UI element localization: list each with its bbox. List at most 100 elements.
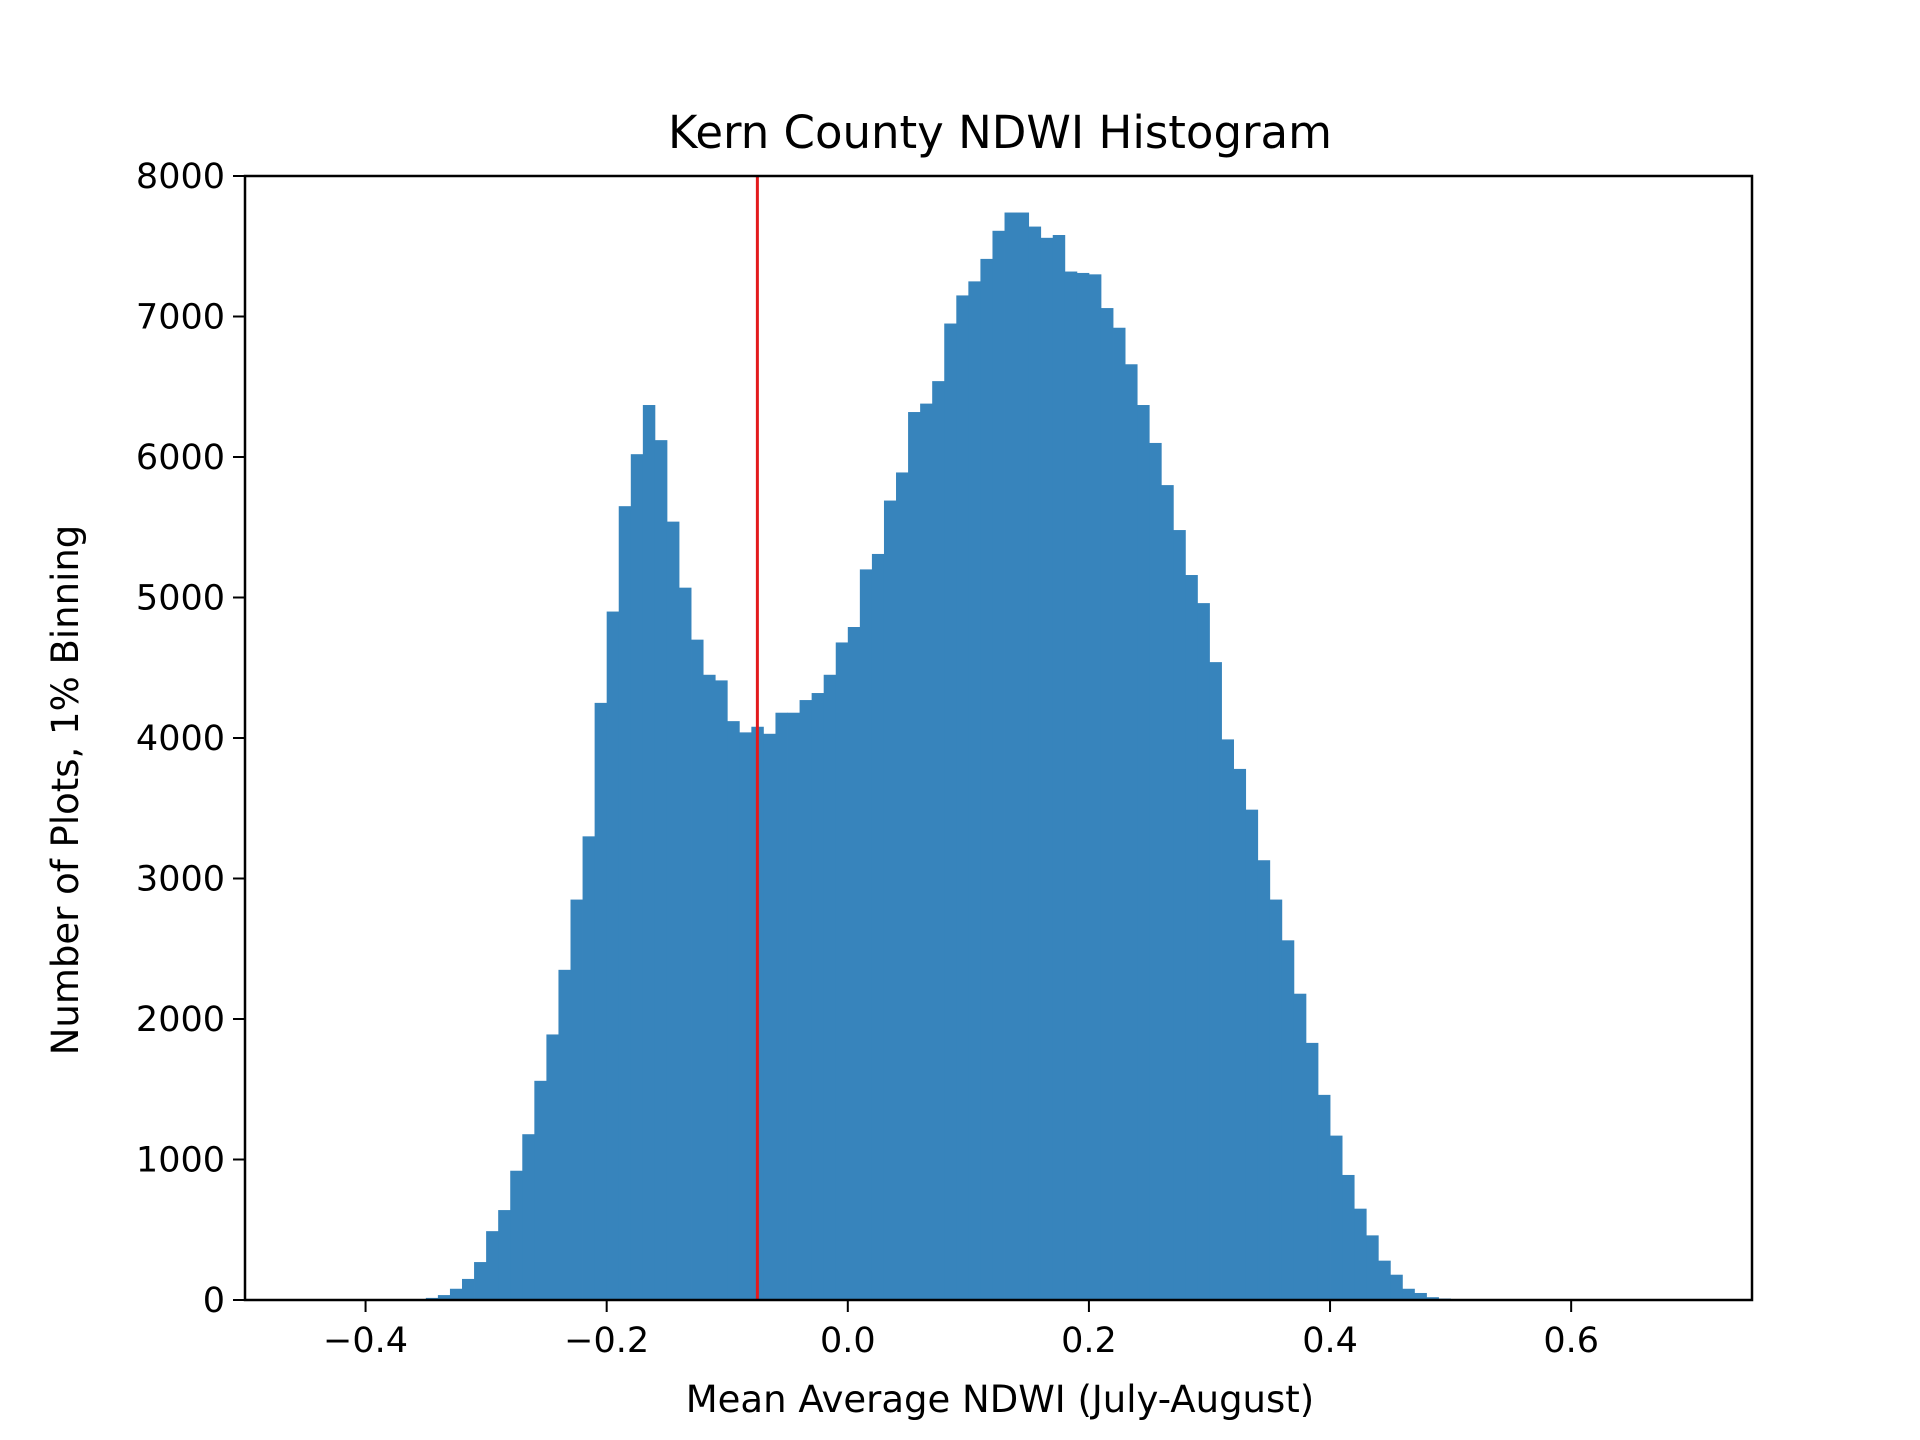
histogram-bar — [1281, 940, 1295, 1300]
histogram-bar — [859, 569, 873, 1300]
y-axis: 0 1000 2000 3000 4000 5000 6000 7000 8000 — [136, 157, 245, 1321]
y-axis-label: Number of Plots, 1% Binning — [44, 525, 87, 1056]
histogram-bar — [1317, 1094, 1331, 1300]
histogram-bar — [703, 674, 716, 1300]
histogram-bar — [1113, 327, 1126, 1300]
histogram-bar — [654, 440, 668, 1300]
y-tick-label: 7000 — [136, 298, 225, 338]
histogram-bar — [594, 702, 608, 1300]
histogram-bar — [992, 230, 1005, 1300]
histogram-bar — [871, 553, 885, 1300]
histogram-bar — [498, 1210, 511, 1300]
histogram-bar — [920, 403, 933, 1300]
y-tick-label: 8000 — [136, 157, 225, 197]
histogram-bar — [932, 381, 945, 1300]
histogram-bar — [1378, 1260, 1391, 1300]
histogram-bar — [799, 700, 813, 1300]
histogram-bar — [1052, 235, 1066, 1300]
histogram-bar — [1245, 809, 1259, 1300]
histogram-bar — [1305, 1042, 1319, 1300]
histogram-bar — [1426, 1297, 1439, 1300]
histogram-bar — [1233, 768, 1247, 1300]
y-tick-label: 5000 — [136, 579, 225, 619]
histogram-bar — [835, 642, 849, 1300]
histogram-bar — [1342, 1174, 1355, 1300]
histogram-bar — [1149, 442, 1162, 1300]
histogram-bar — [823, 674, 837, 1300]
histogram-bar — [1257, 860, 1271, 1300]
histogram-bar — [1088, 274, 1102, 1301]
histogram-bar — [944, 323, 957, 1300]
x-axis-label: Mean Average NDWI (July-August) — [686, 1378, 1314, 1421]
histogram-bar — [582, 836, 596, 1300]
histogram-bar — [883, 500, 897, 1300]
histogram-bar — [1100, 308, 1114, 1300]
histogram-bar — [534, 1080, 547, 1300]
histogram-bar — [1293, 993, 1307, 1300]
histogram-bar — [968, 281, 981, 1300]
histogram-bar — [739, 732, 752, 1300]
histogram-bar — [510, 1170, 523, 1300]
histogram-bar — [896, 472, 909, 1301]
y-tick-label: 3000 — [136, 860, 225, 900]
histogram-bar — [1161, 485, 1174, 1301]
histogram-bar — [1028, 226, 1042, 1301]
histogram-bar — [763, 733, 776, 1300]
histogram-bar — [449, 1288, 463, 1300]
histogram-bar — [666, 521, 680, 1300]
histogram-bar — [1064, 271, 1078, 1300]
histogram-bar — [1185, 575, 1198, 1300]
histogram-bar — [618, 506, 632, 1300]
histogram-bar — [1366, 1235, 1379, 1300]
histogram-bar — [691, 639, 704, 1300]
y-tick-label: 6000 — [136, 438, 225, 478]
histogram-bar — [956, 295, 969, 1300]
x-tick-label: −0.2 — [564, 1321, 649, 1361]
histogram-bar — [606, 611, 620, 1300]
histogram-bar — [1040, 237, 1054, 1300]
histogram-bar — [546, 1034, 559, 1300]
histogram-bar — [715, 680, 728, 1300]
x-tick-label: 0.2 — [1061, 1321, 1117, 1361]
histogram-bar — [1354, 1208, 1367, 1300]
histogram-bar — [474, 1262, 487, 1300]
histogram-bar — [847, 627, 861, 1300]
histogram-bar — [462, 1278, 475, 1300]
histogram-bar — [1004, 212, 1017, 1300]
x-tick-label: 0.6 — [1543, 1321, 1599, 1361]
y-tick-label: 2000 — [136, 1000, 225, 1040]
histogram-bar — [1390, 1274, 1403, 1300]
histogram-bar — [1197, 603, 1210, 1300]
histogram-bar — [1209, 662, 1222, 1300]
histogram-bar — [727, 721, 740, 1300]
histogram-bar — [787, 712, 800, 1300]
y-tick-label: 0 — [203, 1281, 225, 1321]
y-tick-label: 1000 — [136, 1141, 225, 1181]
histogram-bar — [1173, 530, 1186, 1300]
histogram-bar — [1137, 405, 1150, 1300]
histogram-bar — [1402, 1288, 1415, 1300]
histogram-bar — [558, 969, 571, 1300]
histogram-bar — [679, 587, 692, 1300]
histogram-bar — [437, 1295, 451, 1300]
histogram-bar — [811, 693, 825, 1300]
histogram-bar — [642, 405, 656, 1300]
chart-title: Kern County NDWI Histogram — [668, 106, 1332, 159]
y-tick-label: 4000 — [136, 719, 225, 759]
histogram-bar — [1221, 739, 1234, 1300]
histogram-bar — [775, 712, 788, 1300]
histogram-bar — [522, 1134, 535, 1300]
histogram-bar — [1414, 1292, 1427, 1300]
histogram-bar — [570, 899, 583, 1300]
histogram-bar — [630, 454, 644, 1300]
x-tick-label: 0.4 — [1302, 1321, 1358, 1361]
histogram-bar — [1016, 212, 1030, 1300]
x-tick-label: 0.0 — [820, 1321, 876, 1361]
histogram-bar — [1330, 1135, 1343, 1300]
histogram-bar — [1269, 899, 1283, 1300]
x-axis: −0.4 −0.2 0.0 0.2 0.4 0.6 — [323, 1300, 1599, 1361]
histogram-bar — [908, 412, 921, 1300]
histogram-bar — [1125, 364, 1138, 1300]
histogram-bars — [413, 212, 1451, 1301]
